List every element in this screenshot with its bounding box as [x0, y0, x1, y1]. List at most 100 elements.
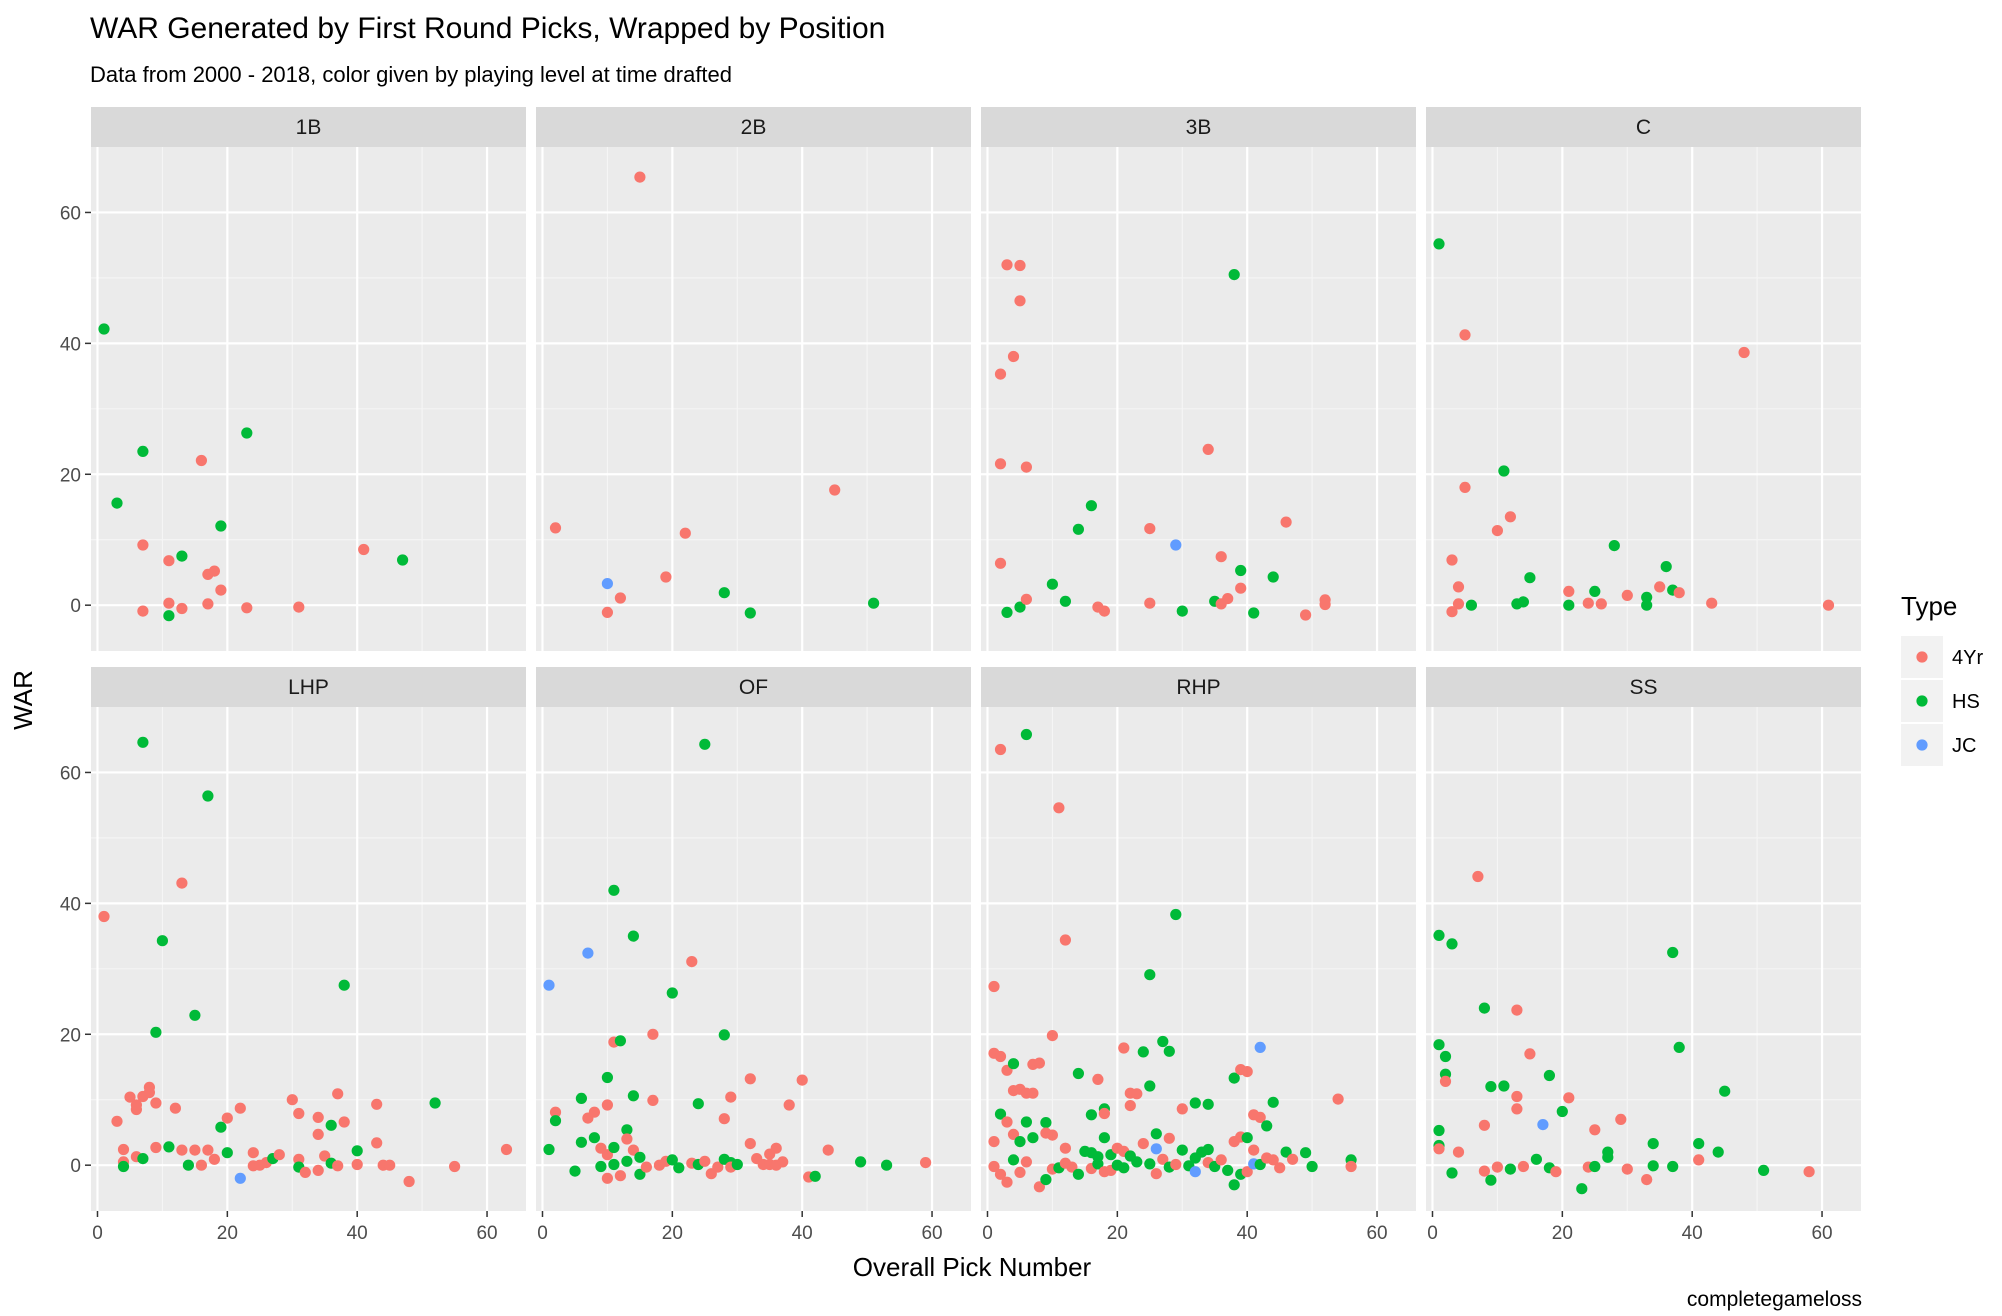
data-point-hs — [608, 1141, 620, 1154]
data-point-4yr — [202, 598, 214, 610]
data-point-4yr — [1478, 1165, 1490, 1177]
data-point-4yr — [601, 1172, 614, 1184]
data-point-4yr — [1563, 1092, 1575, 1104]
data-point-4yr — [1452, 598, 1465, 610]
data-point-4yr — [293, 601, 305, 613]
facet-strip-label: SS — [1629, 676, 1657, 699]
chart-title: WAR Generated by First Round Picks, Wrap… — [90, 12, 885, 45]
data-point-4yr — [1254, 1111, 1266, 1123]
data-point-4yr — [1027, 1087, 1039, 1099]
data-point-hs — [718, 1029, 730, 1041]
data-point-4yr — [1144, 523, 1156, 535]
data-point-hs — [1085, 500, 1097, 512]
data-point-hs — [1504, 1163, 1516, 1175]
data-point-4yr — [718, 1113, 730, 1125]
data-point-hs — [1647, 1138, 1659, 1150]
data-point-hs — [215, 520, 227, 532]
data-point-hs — [549, 1115, 562, 1127]
data-point-4yr — [1202, 443, 1214, 455]
data-point-hs — [1131, 1156, 1143, 1168]
data-point-4yr — [744, 1073, 756, 1085]
data-point-hs — [1602, 1151, 1614, 1163]
data-point-4yr — [1020, 593, 1032, 605]
data-point-4yr — [1053, 802, 1065, 814]
data-point-hs — [627, 930, 640, 942]
data-point-hs — [1433, 1039, 1445, 1051]
data-point-4yr — [1641, 1174, 1653, 1186]
data-point-4yr — [1595, 598, 1607, 610]
x-tick-label: 0 — [1427, 1223, 1438, 1244]
data-point-hs — [1673, 1041, 1685, 1053]
data-point-4yr — [241, 602, 253, 614]
facet-strip-label: 2B — [741, 116, 767, 139]
data-point-4yr — [1267, 1154, 1279, 1166]
facet-strip-label: RHP — [1176, 676, 1220, 699]
data-point-4yr — [111, 1115, 123, 1127]
data-point-hs — [1092, 1158, 1104, 1170]
data-point-4yr — [647, 1028, 659, 1040]
panel-background — [91, 147, 526, 651]
data-point-hs — [1241, 1132, 1253, 1144]
data-point-4yr — [647, 1094, 659, 1106]
data-point-hs — [137, 736, 149, 748]
facet-panel-c: C — [1426, 107, 1861, 651]
data-point-hs — [1563, 599, 1575, 611]
data-point-hs — [338, 979, 350, 991]
data-point-hs — [744, 607, 756, 619]
data-point-hs — [1556, 1105, 1568, 1118]
data-point-hs — [881, 1159, 893, 1171]
data-point-4yr — [358, 543, 370, 556]
data-point-4yr — [1582, 597, 1594, 609]
data-point-4yr — [1459, 481, 1471, 493]
data-point-4yr — [384, 1159, 396, 1171]
data-point-4yr — [319, 1150, 331, 1162]
data-point-4yr — [130, 1103, 142, 1116]
data-point-hs — [1072, 1168, 1084, 1180]
data-point-4yr — [1332, 1093, 1344, 1105]
data-point-4yr — [163, 555, 175, 567]
data-point-4yr — [588, 1106, 601, 1118]
facet-panel-of: OF 0 20 40 60 — [536, 667, 971, 1244]
data-point-4yr — [299, 1166, 311, 1178]
facet-strip-label: 3B — [1186, 116, 1212, 139]
data-point-4yr — [1014, 295, 1026, 307]
data-point-hs — [1059, 595, 1071, 607]
data-point-hs — [1543, 1069, 1555, 1082]
data-point-hs — [1280, 1146, 1292, 1158]
data-point-hs — [608, 884, 620, 896]
legend-label: JC — [1952, 735, 1976, 757]
data-point-4yr — [994, 458, 1007, 470]
x-tick-label: 20 — [1107, 1223, 1128, 1244]
data-point-4yr — [1452, 581, 1465, 593]
data-point-4yr — [699, 1155, 711, 1167]
data-point-4yr — [1248, 1144, 1260, 1156]
facet-strip-label: LHP — [288, 676, 329, 699]
data-point-hs — [718, 587, 730, 599]
data-point-4yr — [1118, 1042, 1130, 1054]
data-point-4yr — [137, 605, 149, 617]
data-point-hs — [137, 445, 149, 457]
x-tick-label: 0 — [92, 1223, 103, 1244]
data-point-4yr — [621, 1133, 633, 1145]
legend-title: Type — [1901, 591, 1957, 621]
data-point-4yr — [1615, 1113, 1627, 1125]
data-point-4yr — [1098, 605, 1110, 617]
data-point-4yr — [660, 571, 672, 583]
data-point-hs — [1667, 946, 1679, 959]
data-point-hs — [1647, 1160, 1659, 1172]
data-point-4yr — [1150, 1168, 1162, 1180]
y-tick-label: 0 — [70, 1156, 81, 1177]
data-point-4yr — [1738, 346, 1750, 359]
data-point-hs — [351, 1145, 363, 1157]
data-point-4yr — [1001, 1176, 1013, 1188]
data-point-jc — [1254, 1041, 1266, 1053]
data-point-hs — [1517, 596, 1529, 608]
data-point-4yr — [770, 1142, 782, 1154]
data-point-4yr — [163, 597, 175, 609]
y-axis-title: WAR — [8, 670, 38, 730]
data-point-hs — [1163, 1045, 1175, 1057]
data-point-4yr — [1144, 597, 1156, 609]
data-point-hs — [1020, 1116, 1032, 1128]
data-point-hs — [1046, 578, 1058, 590]
facet-panel-ss: SS 0 20 40 60 — [1426, 667, 1861, 1244]
